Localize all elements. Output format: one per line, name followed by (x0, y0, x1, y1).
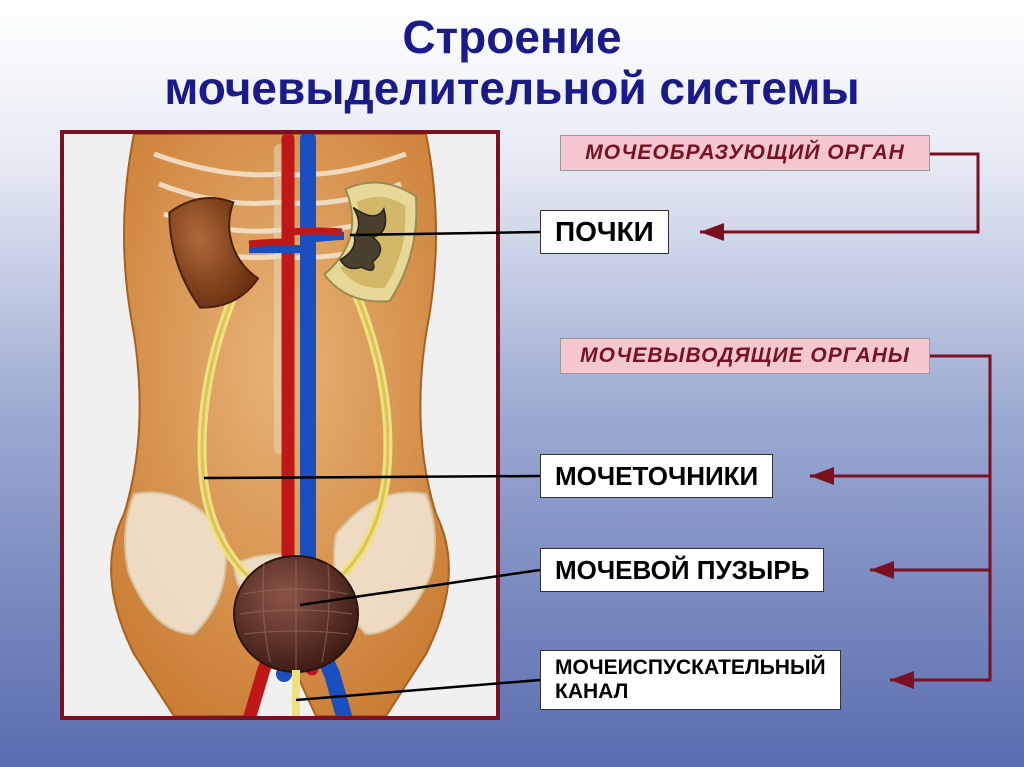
label-bladder: МОЧЕВОЙ ПУЗЫРЬ (540, 548, 824, 592)
title-line-2: мочевыделительной системы (0, 63, 1024, 114)
category-forming: МОЧЕОБРАЗУЮЩИЙ ОРГАН (560, 135, 930, 171)
page-title: Строение мочевыделительной системы (0, 0, 1024, 113)
title-line-1: Строение (0, 12, 1024, 63)
torso-svg (64, 134, 496, 716)
label-urethra-text: МОЧЕИСПУСКАТЕЛЬНЫЙ КАНАЛ (555, 656, 826, 704)
label-kidneys-text: ПОЧКИ (555, 216, 654, 248)
label-ureters: МОЧЕТОЧНИКИ (540, 454, 773, 498)
category-excreting-text: МОЧЕВЫВОДЯЩИЕ ОРГАНЫ (580, 344, 910, 368)
label-bladder-text: МОЧЕВОЙ ПУЗЫРЬ (555, 555, 809, 586)
label-kidneys: ПОЧКИ (540, 210, 669, 254)
label-ureters-text: МОЧЕТОЧНИКИ (555, 461, 758, 492)
category-forming-text: МОЧЕОБРАЗУЮЩИЙ ОРГАН (585, 141, 905, 165)
anatomy-frame (60, 130, 500, 720)
category-excreting: МОЧЕВЫВОДЯЩИЕ ОРГАНЫ (560, 338, 930, 374)
label-urethra: МОЧЕИСПУСКАТЕЛЬНЫЙ КАНАЛ (540, 650, 841, 710)
